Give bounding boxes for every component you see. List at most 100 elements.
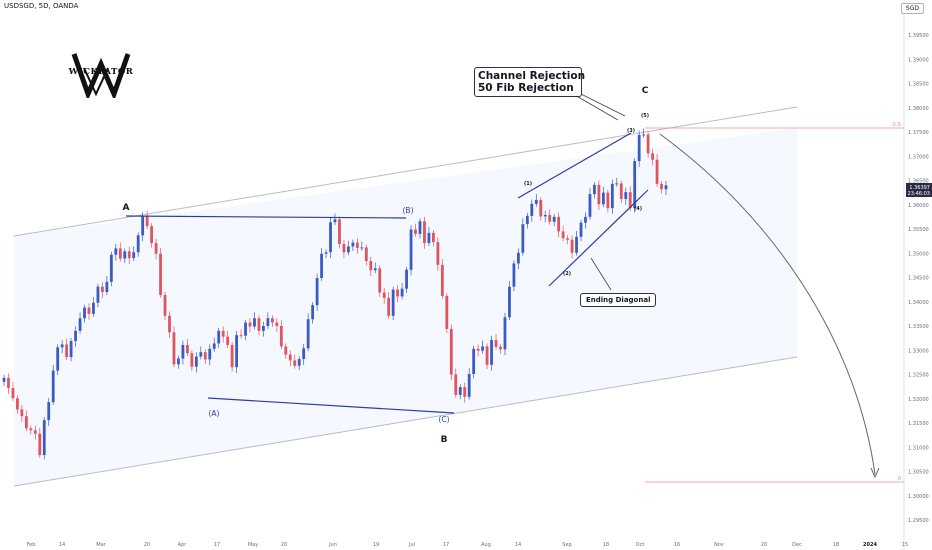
callout-line-1: Channel Rejection bbox=[478, 70, 586, 82]
candle-body bbox=[347, 246, 350, 253]
time-tick-label: Jun bbox=[328, 542, 337, 548]
candle-body bbox=[293, 360, 297, 366]
candle-body bbox=[543, 214, 547, 217]
candle-body bbox=[360, 247, 364, 249]
candle-body bbox=[306, 319, 310, 349]
time-tick-label: Sep bbox=[562, 542, 571, 548]
candle-body bbox=[633, 161, 637, 209]
candle-body bbox=[664, 185, 668, 190]
candle-body bbox=[391, 289, 395, 316]
candle-body bbox=[257, 318, 261, 331]
candle-body bbox=[194, 356, 198, 367]
price-tick-label: 1.31500 bbox=[908, 421, 929, 427]
time-tick-label: Dec bbox=[792, 542, 802, 548]
candle-body bbox=[351, 242, 355, 247]
candle-body bbox=[159, 253, 162, 295]
candle-body bbox=[472, 348, 476, 375]
callout-pointer-2 bbox=[572, 93, 619, 121]
candle-body bbox=[101, 286, 104, 293]
candle-body bbox=[570, 239, 574, 253]
candle-body bbox=[373, 268, 377, 271]
wave-label-3: (3) bbox=[627, 128, 635, 134]
candle-body bbox=[60, 344, 64, 348]
candle-body bbox=[525, 215, 529, 225]
candle-body bbox=[512, 263, 516, 287]
candle-body bbox=[230, 344, 234, 368]
candle-body bbox=[248, 322, 252, 327]
candle-body bbox=[396, 289, 400, 297]
logo-w-icon bbox=[71, 53, 131, 101]
candle-body bbox=[33, 430, 37, 434]
candle-body bbox=[244, 322, 247, 336]
candle-body bbox=[69, 341, 73, 358]
candle-body bbox=[284, 346, 288, 355]
candle-body bbox=[24, 416, 28, 429]
candle-body bbox=[320, 253, 323, 278]
candle-body bbox=[11, 388, 15, 399]
time-tick-label: 2024 bbox=[863, 542, 877, 548]
candle-body bbox=[579, 222, 583, 237]
candle-body bbox=[114, 248, 118, 255]
candle-body bbox=[181, 344, 185, 359]
candle-body bbox=[266, 318, 270, 326]
candle-body bbox=[221, 330, 225, 337]
candle-body bbox=[329, 222, 332, 253]
candle-body bbox=[503, 317, 507, 350]
time-tick-label: 20 bbox=[761, 542, 767, 548]
fib-050-label: 0.5 bbox=[892, 122, 901, 128]
price-tick-label: 1.29500 bbox=[908, 518, 929, 524]
channel-upper-line bbox=[13, 106, 798, 237]
candle-body bbox=[610, 183, 614, 209]
candle-body bbox=[235, 335, 238, 368]
candle-body bbox=[199, 352, 203, 357]
channel-band bbox=[14, 128, 797, 486]
candle-body bbox=[655, 159, 659, 184]
wave-label-b: B bbox=[441, 435, 448, 445]
candle-body bbox=[154, 243, 158, 254]
wave-label-4: (4) bbox=[634, 206, 642, 212]
time-tick-label: Oct bbox=[636, 542, 645, 548]
candle-body bbox=[552, 216, 556, 222]
candle-body bbox=[624, 192, 628, 199]
candle-body bbox=[387, 297, 391, 316]
candle-body bbox=[646, 134, 650, 154]
channel-lower-line bbox=[13, 356, 798, 487]
candle-body bbox=[606, 192, 610, 209]
candle-body bbox=[96, 286, 100, 303]
candle-body bbox=[333, 219, 337, 223]
time-tick-label: 18 bbox=[603, 542, 609, 548]
candle-body bbox=[378, 268, 382, 293]
candle-body bbox=[288, 354, 292, 361]
candle-body bbox=[109, 254, 113, 282]
candle-body bbox=[494, 340, 498, 347]
symbol-header[interactable]: USDSGD, 5D, OANDA bbox=[4, 2, 79, 10]
candle-body bbox=[423, 221, 426, 244]
wave-label-a-paren: (A) bbox=[209, 409, 220, 418]
candle-body bbox=[485, 346, 489, 365]
candle-body bbox=[593, 184, 596, 195]
diagonal-lower-line bbox=[548, 189, 649, 287]
time-axis[interactable]: Feb 14 Mar 20 Apr 17 May 20 Jun 19 Jul 17 Aug 14 Sep 18… bbox=[27, 542, 909, 548]
price-tick-label: 1.37000 bbox=[908, 154, 929, 160]
price-axis[interactable]: 1.39500 1.39000 1.38500 1.38000 1.37500 1.370… bbox=[908, 33, 929, 524]
candle-body bbox=[275, 322, 279, 326]
candle-body bbox=[642, 134, 646, 136]
wave-label-b-paren: (B) bbox=[403, 206, 414, 215]
candle-body bbox=[279, 326, 283, 347]
candle-body bbox=[427, 232, 431, 244]
wave-label-5: (5) bbox=[641, 113, 649, 119]
candle-body bbox=[38, 433, 42, 456]
currency-badge[interactable]: SGD bbox=[900, 3, 924, 14]
candle-body bbox=[83, 307, 86, 319]
candle-body bbox=[145, 216, 149, 227]
candle-body bbox=[409, 229, 413, 270]
time-tick-label: 17 bbox=[443, 542, 449, 548]
candle-body bbox=[2, 377, 6, 382]
candle-body bbox=[127, 251, 131, 259]
ending-diagonal-callout: Ending Diagonal bbox=[580, 293, 657, 307]
candle-body bbox=[163, 294, 167, 316]
candles-group bbox=[2, 128, 668, 460]
candle-body bbox=[168, 315, 171, 333]
candle-body bbox=[539, 199, 543, 217]
